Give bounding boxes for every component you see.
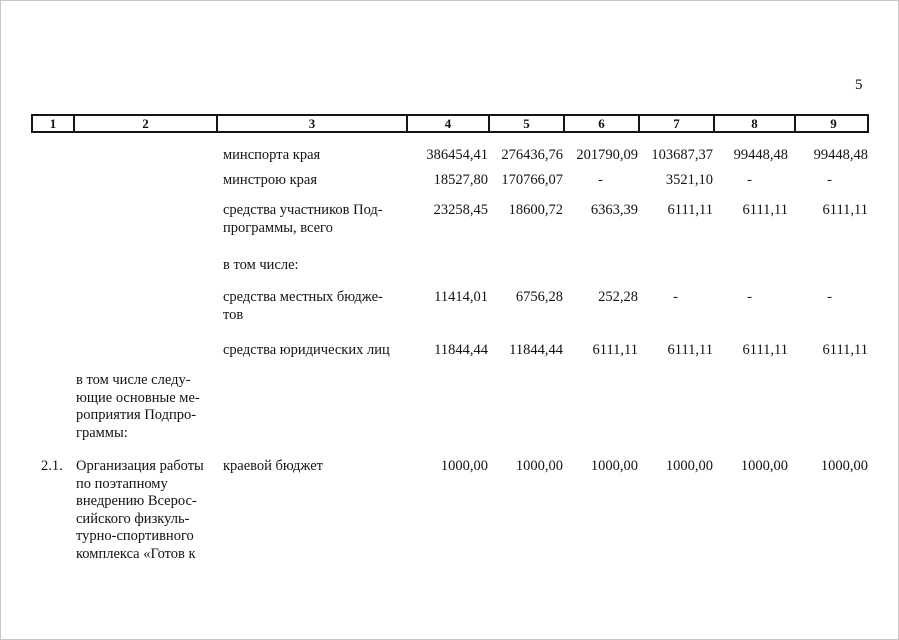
table-header-cell: 6 [565, 116, 640, 131]
funding-source: в том числе: [223, 257, 299, 273]
amount-col9: 99448,48 [813, 147, 868, 163]
amount-col5: 170766,07 [501, 172, 563, 188]
page-number: 5 [855, 77, 863, 93]
amount-col5: 276436,76 [501, 147, 563, 163]
table-header-cell: 1 [33, 116, 75, 131]
amount-col5: 11844,44 [509, 342, 563, 358]
amount-col8: 1000,00 [740, 458, 788, 474]
table-header-cell: 2 [75, 116, 218, 131]
amount-col7: 6111,11 [667, 202, 713, 218]
funding-source: минспорта края [223, 147, 321, 163]
amount-col9: 6111,11 [822, 342, 868, 358]
table-header-cell: 5 [490, 116, 565, 131]
amount-col7: 3521,10 [665, 172, 713, 188]
amount-col6: 6363,39 [590, 202, 638, 218]
amount-col6: 1000,00 [590, 458, 638, 474]
amount-col8: 6111,11 [742, 342, 788, 358]
amount-col8: 99448,48 [733, 147, 788, 163]
funding-source: средства участников Под- программы, всег… [223, 202, 383, 236]
amount-col4: 1000,00 [440, 458, 488, 474]
table-header-cell: 7 [640, 116, 715, 131]
amount-col5: 6756,28 [515, 289, 563, 305]
amount-col6: 201790,09 [576, 147, 638, 163]
amount-col4: 11844,44 [434, 342, 488, 358]
activity-description: в том числе следу- ющие основные ме- роп… [76, 372, 200, 441]
funding-source: средства местных бюдже- тов [223, 289, 383, 323]
table-header-cell: 9 [830, 115, 837, 131]
table-header-cell: 4 [408, 116, 490, 131]
amount-col4: 18527,80 [433, 172, 488, 188]
amount-col9: - [827, 289, 832, 305]
amount-col6: 252,28 [598, 289, 638, 305]
amount-col4: 23258,45 [433, 202, 488, 218]
amount-col4: 11414,01 [434, 289, 488, 305]
amount-col4: 386454,41 [426, 147, 488, 163]
funding-source: средства юридических лиц [223, 342, 390, 358]
amount-col9: - [827, 172, 832, 188]
amount-col7: 1000,00 [665, 458, 713, 474]
funding-source: краевой бюджет [223, 458, 323, 474]
amount-col7: - [673, 289, 678, 305]
table-header-cell: 3 [218, 116, 408, 131]
amount-col7: 6111,11 [667, 342, 713, 358]
amount-col5: 1000,00 [515, 458, 563, 474]
amount-col9: 1000,00 [820, 458, 868, 474]
row-number: 2.1. [41, 458, 63, 474]
amount-col8: 6111,11 [742, 202, 788, 218]
amount-col5: 18600,72 [508, 202, 563, 218]
activity-description: Организация работы по поэтапному внедрен… [76, 458, 204, 562]
amount-col7: 103687,37 [651, 147, 713, 163]
amount-col8: - [747, 172, 752, 188]
amount-col9: 6111,11 [822, 202, 868, 218]
amount-col6: 6111,11 [592, 342, 638, 358]
amount-col6: - [598, 172, 603, 188]
amount-col8: - [747, 289, 752, 305]
funding-source: минстрою края [223, 172, 318, 188]
table-column-number-header: 1 2 3 4 5 6 7 8 9 [31, 114, 869, 133]
table-header-cell: 8 [715, 116, 796, 131]
